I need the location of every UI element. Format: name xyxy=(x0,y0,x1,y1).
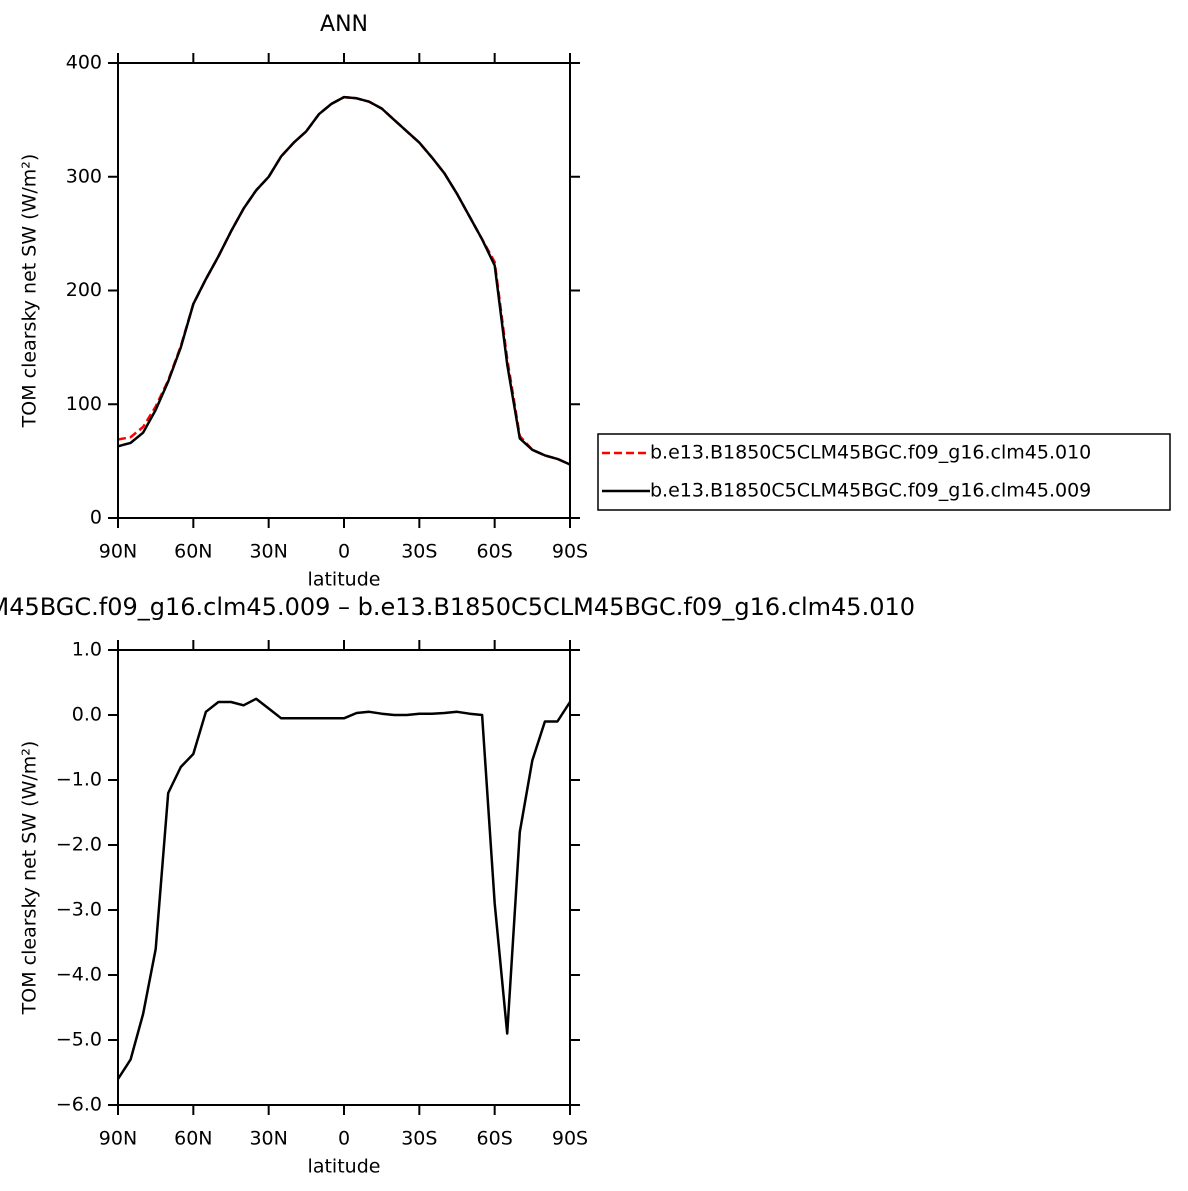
legend-label: b.e13.B1850C5CLM45BGC.f09_g16.clm45.010 xyxy=(650,442,1091,464)
data-line xyxy=(117,95,571,466)
x-tick-label: 60S xyxy=(477,541,513,563)
chart-title: b.e13.B1850C5CLM45BGC.f09_g16.clm45.009 … xyxy=(0,593,915,621)
x-tick-label: 60S xyxy=(477,1128,513,1150)
x-tick-label: 90S xyxy=(552,541,588,563)
x-tick-label: 90N xyxy=(99,1128,137,1150)
y-tick-label: 0 xyxy=(90,507,102,529)
y-tick-label: −1.0 xyxy=(56,769,102,791)
x-tick-label: 60N xyxy=(174,1128,212,1150)
y-tick-label: 0.0 xyxy=(72,704,102,726)
y-tick-label: 1.0 xyxy=(72,639,102,661)
y-tick-label: −4.0 xyxy=(56,964,102,986)
x-axis-label: latitude xyxy=(308,1156,381,1178)
legend-box xyxy=(597,433,1171,511)
y-tick-label: 300 xyxy=(66,165,102,187)
y-tick-label: 100 xyxy=(66,393,102,415)
y-axis-label: TOM clearsky net SW (W/m²) xyxy=(19,741,41,1016)
x-tick-label: 30N xyxy=(249,541,287,563)
data-line xyxy=(116,697,572,1080)
y-axis-label: TOM clearsky net SW (W/m²) xyxy=(19,154,41,429)
x-axis-label: latitude xyxy=(308,569,381,591)
x-tick-label: 60N xyxy=(174,541,212,563)
y-tick-label: −6.0 xyxy=(56,1094,102,1116)
y-tick-label: 200 xyxy=(66,279,102,301)
y-tick-label: −3.0 xyxy=(56,899,102,921)
x-tick-label: 30S xyxy=(401,541,437,563)
x-tick-label: 90S xyxy=(552,1128,588,1150)
y-tick-label: 400 xyxy=(66,52,102,74)
plot-frame xyxy=(117,62,571,519)
x-tick-label: 30N xyxy=(249,1128,287,1150)
x-tick-label: 90N xyxy=(99,541,137,563)
plot-frame xyxy=(117,649,571,1106)
x-tick-label: 0 xyxy=(338,1128,350,1150)
legend-label: b.e13.B1850C5CLM45BGC.f09_g16.clm45.009 xyxy=(650,480,1091,502)
chart-title: ANN xyxy=(320,12,368,37)
data-line xyxy=(117,95,571,466)
y-tick-label: −2.0 xyxy=(56,834,102,856)
x-tick-label: 0 xyxy=(338,541,350,563)
x-tick-label: 30S xyxy=(401,1128,437,1150)
y-tick-label: −5.0 xyxy=(56,1029,102,1051)
